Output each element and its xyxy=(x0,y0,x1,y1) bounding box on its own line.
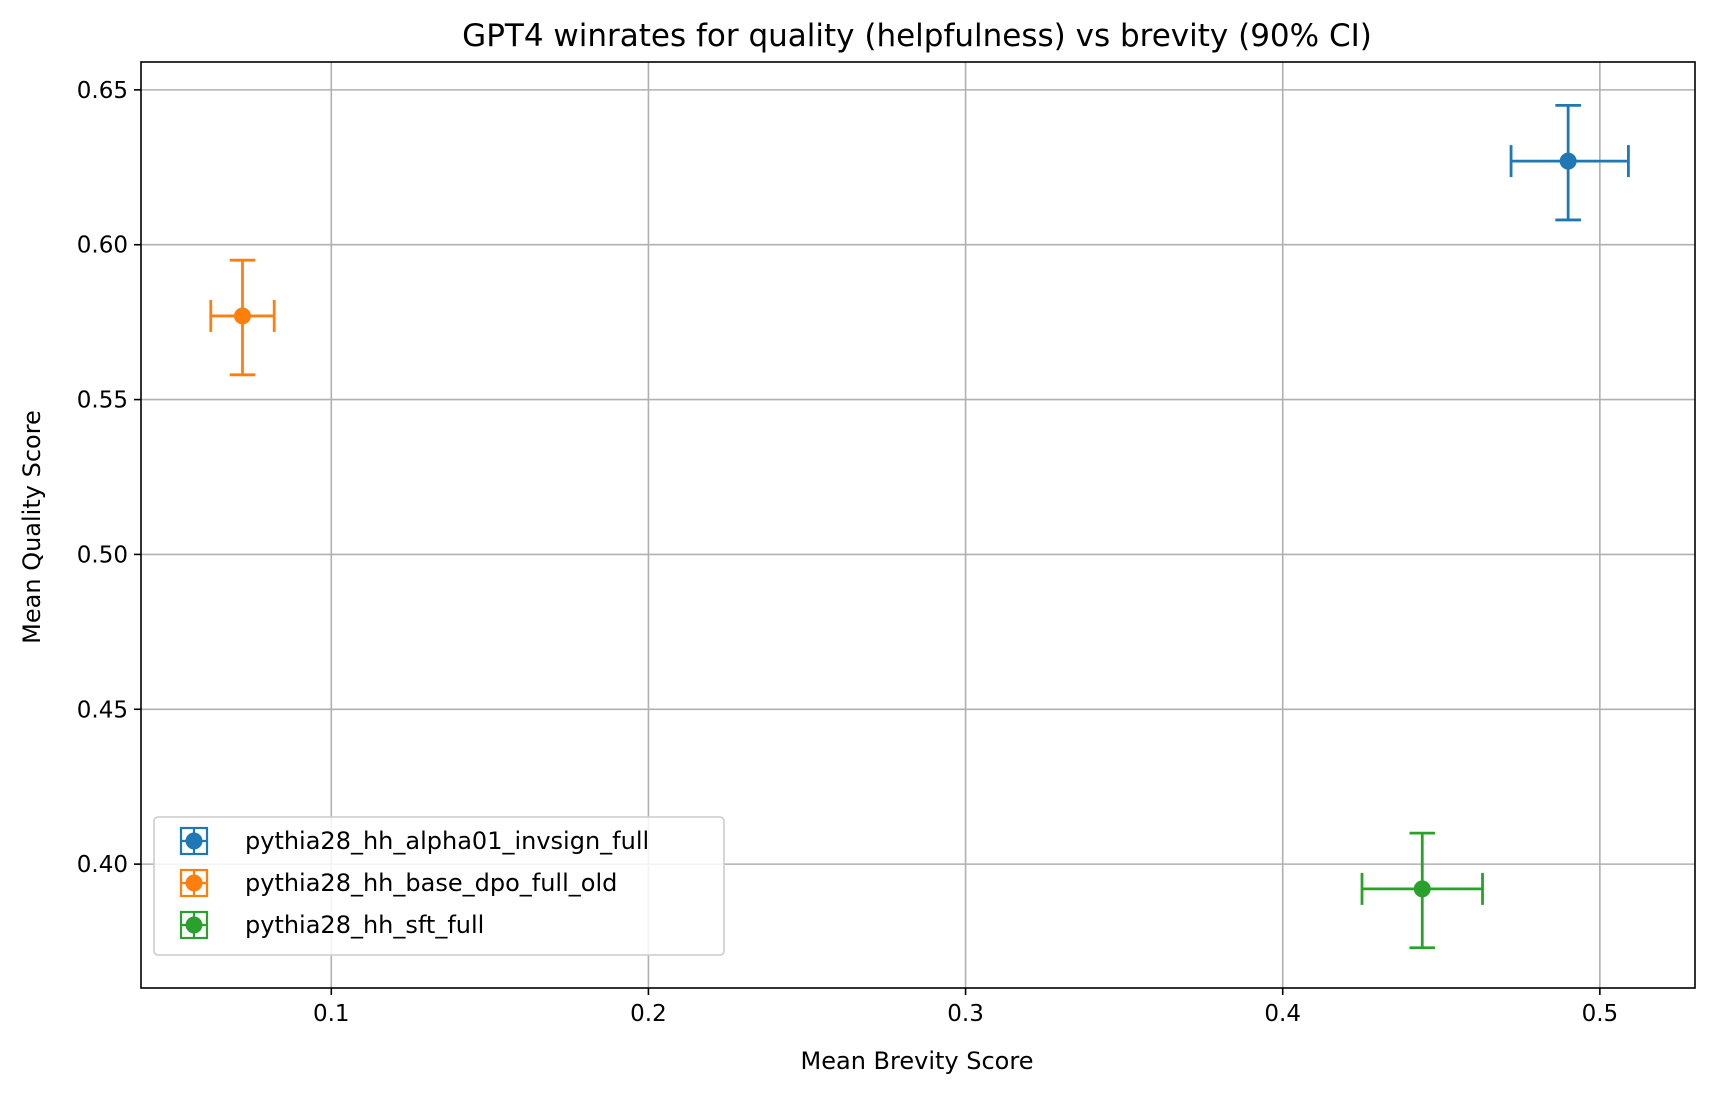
series-2 xyxy=(1360,831,1484,950)
legend-marker-dot xyxy=(185,832,203,850)
series-1 xyxy=(209,258,276,377)
legend-item: pythia28_hh_base_dpo_full_old xyxy=(179,868,617,898)
x-tick-label: 0.3 xyxy=(947,1001,984,1027)
x-tick-label: 0.4 xyxy=(1264,1001,1301,1027)
y-tick-label: 0.45 xyxy=(77,697,128,723)
x-tick-label: 0.5 xyxy=(1582,1001,1619,1027)
y-tick-label: 0.55 xyxy=(77,388,128,414)
legend-marker-dot xyxy=(185,874,203,892)
y-tick-label: 0.50 xyxy=(77,542,128,568)
data-point xyxy=(233,307,251,325)
legend-label: pythia28_hh_sft_full xyxy=(245,911,484,939)
y-tick-label: 0.40 xyxy=(77,852,128,878)
x-axis-label: Mean Brevity Score xyxy=(801,1047,1034,1075)
x-tick-label: 0.1 xyxy=(313,1001,350,1027)
legend-label: pythia28_hh_alpha01_invsign_full xyxy=(245,827,649,855)
legend-item: pythia28_hh_sft_full xyxy=(179,910,484,940)
y-tick-label: 0.60 xyxy=(77,233,128,259)
legend-marker-dot xyxy=(185,916,203,934)
legend-box xyxy=(153,816,725,956)
series-layer xyxy=(209,103,1630,950)
data-point xyxy=(1413,880,1431,898)
ticks: 0.1 0.2 0.3 0.4 0.5 0.40 0.45 0.50 0.55 0.60 0.65 xyxy=(77,78,1618,1027)
y-tick-label: 0.65 xyxy=(77,78,128,104)
legend-item: pythia28_hh_alpha01_invsign_full xyxy=(179,826,649,856)
legend: pythia28_hh_alpha01_invsign_full pythia28… xyxy=(153,816,725,956)
x-tick-label: 0.2 xyxy=(630,1001,667,1027)
grid xyxy=(141,62,1695,988)
series-0 xyxy=(1509,103,1630,222)
data-point xyxy=(1559,152,1577,170)
y-axis-label: Mean Quality Score xyxy=(18,410,46,644)
chart-title: GPT4 winrates for quality (helpfulness) … xyxy=(462,18,1372,54)
plot-frame xyxy=(140,61,1696,989)
legend-label: pythia28_hh_base_dpo_full_old xyxy=(245,869,617,897)
